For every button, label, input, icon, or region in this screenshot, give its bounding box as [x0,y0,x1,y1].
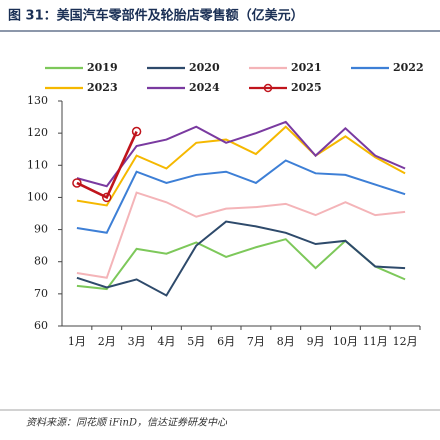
x-tick-label: 3月 [128,335,146,348]
y-tick-label: 60 [34,319,48,332]
legend-label: 2020 [189,61,220,74]
y-tick-label: 70 [34,287,48,300]
y-tick-label: 80 [34,255,48,268]
x-tick-label: 9月 [307,335,325,348]
point-marker [102,192,112,203]
x-tick-label: 10月 [333,335,358,348]
y-tick-label: 110 [27,158,48,171]
x-tick-label: 4月 [157,335,175,348]
x-tick-label: 6月 [217,335,235,348]
x-tick-label: 5月 [187,335,205,348]
legend-label: 2024 [189,81,220,94]
legend-label: 2023 [87,81,118,94]
series-line [76,125,406,207]
y-tick-label: 130 [27,94,48,107]
legend-label: 2019 [87,61,118,74]
series-line [76,159,406,234]
series-line [76,130,138,200]
legend-label: 2021 [291,61,322,74]
x-tick-label: 1月 [68,335,86,348]
chart-title: 图 31：美国汽车零部件及轮胎店零售额（亿美元） [8,8,304,24]
y-tick-label: 90 [34,223,48,236]
legend-marker [263,83,273,93]
x-tick-label: 11月 [363,335,388,348]
legend-label: 2022 [393,61,424,74]
series-line [76,120,406,188]
point-marker [72,178,82,188]
y-tick-label: 120 [27,126,48,139]
series-line [76,220,406,297]
series-line [76,191,406,279]
x-tick-label: 7月 [247,335,265,348]
point-marker [131,126,142,137]
legend-label: 2025 [291,81,322,94]
y-tick-label: 100 [27,190,48,203]
x-tick-label: 12月 [393,335,418,348]
x-tick-label: 8月 [277,335,295,348]
source: 资料来源：同花顺 iFinD，信达证券研发中心 [26,417,228,429]
x-tick-label: 2月 [98,335,116,348]
